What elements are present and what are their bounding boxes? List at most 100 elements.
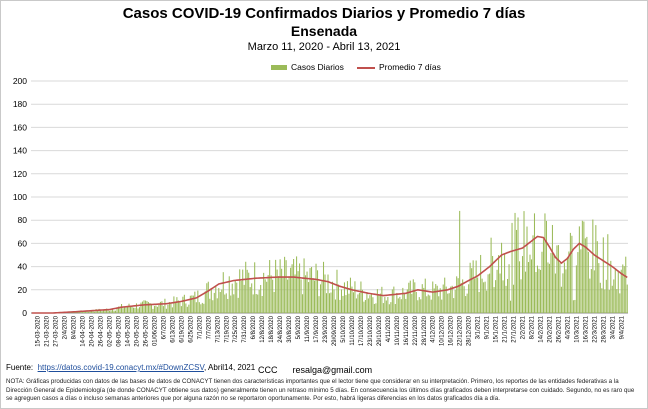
x-tick-label: 2/2/2021 [521,315,527,339]
daily-bar [345,295,347,313]
daily-bar [400,299,402,313]
daily-bar [393,286,395,313]
daily-bar [354,281,356,313]
daily-bar [177,300,179,313]
x-tick-label: 22/3/2021 [592,315,598,342]
daily-bar [391,289,393,313]
daily-bar [457,278,459,313]
y-tick-label: 160 [13,122,27,132]
daily-bar [469,262,471,313]
x-tick-label: 6/7/2020 [161,315,167,339]
daily-bar [372,297,374,313]
x-tick-label: 7/19/2020 [224,315,230,342]
daily-bar [589,278,591,313]
x-tick-label: 10/3/2021 [574,315,580,342]
legend-label-bars: Casos Diarios [291,62,344,72]
daily-bar [498,255,500,313]
daily-bar [572,300,574,313]
daily-bar [399,296,401,313]
daily-bar [122,308,124,313]
x-tick-label: 7/13/2020 [215,315,221,342]
daily-bar [471,268,473,313]
daily-bar [209,298,211,313]
daily-bar [123,307,126,313]
daily-bar [405,298,407,313]
daily-bar [526,226,528,313]
daily-bar [339,299,341,313]
daily-bar [267,275,269,313]
x-tick-label: 30/8/2020 [287,315,293,342]
daily-bar [158,304,160,313]
daily-bar [483,282,485,313]
source-link[interactable]: https://datos.covid-19.conacyt.mx/#DownZ… [37,363,205,372]
daily-bar [550,252,552,313]
y-tick-label: 200 [13,76,27,86]
daily-bar [197,290,199,313]
daily-bar [225,293,227,313]
daily-bar [186,306,188,313]
daily-bar [456,276,458,313]
x-tick-label: 9/1/2021 [485,315,491,339]
daily-bar [533,213,536,313]
daily-bar [423,287,425,313]
y-tick-label: 40 [18,262,28,272]
daily-bar [507,278,509,313]
daily-bar [305,275,307,313]
daily-bar [179,301,181,313]
daily-bar [285,260,287,313]
daily-bar [306,271,308,313]
daily-bar [426,296,428,313]
daily-bar [215,285,217,313]
daily-bar [382,303,384,313]
daily-bar [454,289,456,313]
x-tick-label: 28/11/2020 [422,315,428,345]
daily-bar [604,289,606,313]
daily-bar [352,292,354,313]
daily-bar [388,304,390,313]
daily-bar [236,282,238,313]
daily-bar [101,310,103,313]
daily-bar [129,306,132,313]
daily-bar [143,300,145,313]
daily-bar [218,288,220,313]
daily-bar [468,284,470,313]
daily-bar [620,269,622,313]
x-tick-label: 22/12/2020 [458,315,464,346]
daily-bar [240,280,242,313]
daily-bar [118,306,120,313]
y-tick-label: 20 [18,285,28,295]
daily-bar [605,279,607,313]
daily-bar [219,292,221,313]
daily-bar [610,260,612,313]
daily-bar [264,279,266,313]
daily-bar [261,296,263,313]
daily-bar [427,294,429,313]
daily-bar [318,296,320,313]
daily-bar [156,306,158,313]
x-tick-label: 21/1/2021 [503,315,509,342]
daily-bar [599,282,601,313]
daily-bar [608,289,610,313]
daily-bar [131,306,133,313]
x-tick-label: 18/8/2020 [269,315,275,342]
daily-bar [563,262,565,313]
daily-bar [448,293,450,313]
daily-bar [502,280,504,313]
daily-bar [429,295,431,313]
y-tick-label: 0 [22,308,27,318]
daily-bar [174,302,176,313]
source-suffix: , Abril14, 2021 [204,363,256,372]
daily-bar [373,303,375,313]
daily-bar [574,299,576,313]
daily-bar [94,311,96,313]
daily-bar [276,269,278,313]
daily-bar [517,217,519,313]
daily-bar [551,224,553,313]
y-tick-label: 60 [18,238,28,248]
daily-bar [387,296,389,313]
daily-bar [417,300,419,313]
x-tick-label: 12/8/2020 [260,315,266,342]
daily-bar [614,269,616,313]
daily-bar [617,270,619,313]
daily-bar [297,271,299,313]
